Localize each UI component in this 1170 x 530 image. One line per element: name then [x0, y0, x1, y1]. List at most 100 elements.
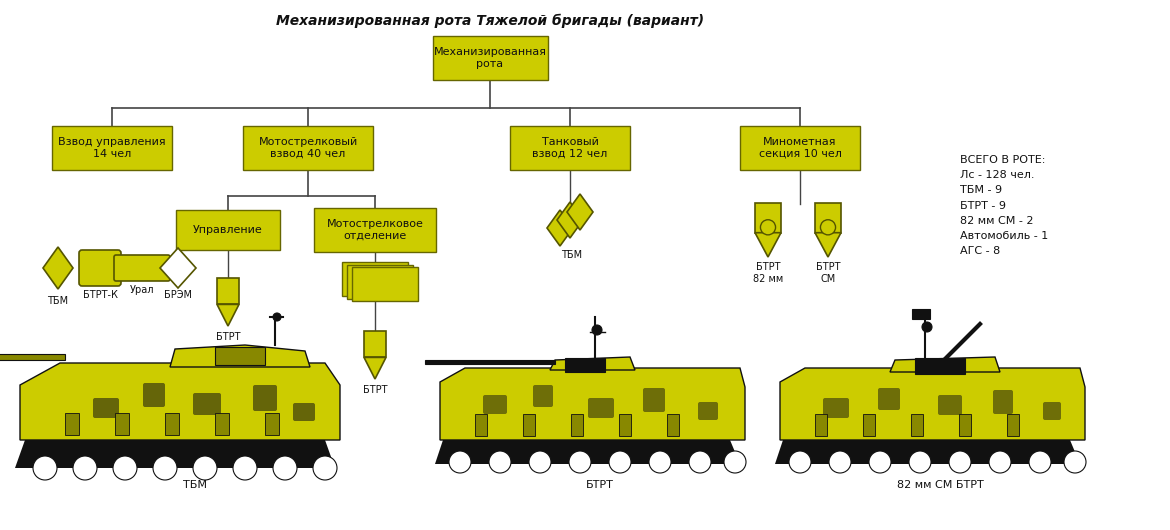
Polygon shape [567, 194, 593, 230]
Text: Урал: Урал [130, 285, 154, 295]
Circle shape [724, 451, 746, 473]
FancyBboxPatch shape [815, 414, 827, 436]
Circle shape [153, 456, 177, 480]
FancyBboxPatch shape [475, 414, 487, 436]
FancyBboxPatch shape [483, 395, 507, 414]
Circle shape [314, 456, 337, 480]
Polygon shape [815, 233, 841, 257]
FancyBboxPatch shape [993, 390, 1013, 414]
Circle shape [569, 451, 591, 473]
FancyBboxPatch shape [143, 383, 165, 407]
Circle shape [909, 451, 931, 473]
FancyBboxPatch shape [243, 126, 373, 170]
FancyBboxPatch shape [264, 413, 278, 435]
FancyBboxPatch shape [352, 267, 418, 301]
Circle shape [489, 451, 511, 473]
Circle shape [689, 451, 711, 473]
FancyBboxPatch shape [66, 413, 80, 435]
Text: 82 мм СМ БТРТ: 82 мм СМ БТРТ [896, 480, 983, 490]
FancyBboxPatch shape [215, 413, 229, 435]
FancyBboxPatch shape [115, 413, 129, 435]
Polygon shape [755, 233, 782, 257]
Text: Управление: Управление [193, 225, 263, 235]
Circle shape [273, 456, 297, 480]
Circle shape [830, 451, 851, 473]
FancyBboxPatch shape [565, 358, 605, 372]
Circle shape [273, 313, 281, 321]
FancyBboxPatch shape [589, 398, 614, 418]
FancyBboxPatch shape [176, 210, 280, 250]
Polygon shape [440, 368, 745, 440]
FancyBboxPatch shape [1007, 414, 1019, 436]
Circle shape [610, 451, 631, 473]
FancyBboxPatch shape [667, 414, 679, 436]
Polygon shape [435, 440, 739, 464]
Polygon shape [160, 248, 197, 288]
Text: БРЭМ: БРЭМ [164, 290, 192, 300]
Polygon shape [548, 210, 573, 246]
FancyBboxPatch shape [347, 264, 413, 298]
Circle shape [193, 456, 216, 480]
Text: Минометная
секция 10 чел: Минометная секция 10 чел [758, 137, 841, 159]
Text: Взвод управления
14 чел: Взвод управления 14 чел [58, 137, 166, 159]
FancyBboxPatch shape [253, 385, 277, 411]
FancyBboxPatch shape [193, 393, 221, 415]
FancyBboxPatch shape [619, 414, 631, 436]
Circle shape [820, 220, 835, 235]
Text: ТБМ: ТБМ [183, 480, 207, 490]
FancyBboxPatch shape [425, 360, 555, 364]
FancyBboxPatch shape [510, 126, 629, 170]
FancyBboxPatch shape [523, 414, 535, 436]
Polygon shape [170, 345, 310, 367]
Text: 82 мм: 82 мм [752, 274, 783, 284]
Polygon shape [890, 357, 1000, 372]
FancyBboxPatch shape [959, 414, 971, 436]
Circle shape [789, 451, 811, 473]
Circle shape [113, 456, 137, 480]
Polygon shape [43, 247, 73, 289]
Polygon shape [815, 203, 841, 233]
FancyBboxPatch shape [644, 388, 665, 412]
Polygon shape [20, 363, 340, 440]
FancyBboxPatch shape [292, 403, 315, 421]
Text: Механизированная
рота: Механизированная рота [434, 47, 546, 69]
FancyBboxPatch shape [878, 388, 900, 410]
Text: ВСЕГО В РОТЕ:
Лс - 128 чел.
ТБМ - 9
БТРТ - 9
82 мм СМ - 2
Автомобиль - 1
АГС - 8: ВСЕГО В РОТЕ: Лс - 128 чел. ТБМ - 9 БТРТ… [961, 155, 1048, 256]
FancyBboxPatch shape [911, 414, 923, 436]
Polygon shape [557, 202, 583, 238]
Text: ТБМ: ТБМ [562, 250, 583, 260]
Polygon shape [775, 440, 1080, 464]
Polygon shape [755, 203, 782, 233]
Text: Танковый
взвод 12 чел: Танковый взвод 12 чел [532, 137, 607, 159]
Polygon shape [780, 368, 1085, 440]
FancyBboxPatch shape [911, 309, 930, 319]
Polygon shape [550, 357, 635, 370]
FancyBboxPatch shape [534, 385, 553, 407]
Circle shape [760, 220, 776, 235]
Text: БТРТ: БТРТ [756, 262, 780, 272]
Polygon shape [364, 357, 386, 379]
FancyBboxPatch shape [698, 402, 718, 420]
Polygon shape [364, 331, 386, 357]
Polygon shape [216, 278, 239, 304]
Circle shape [1028, 451, 1051, 473]
Text: БТРТ: БТРТ [586, 480, 614, 490]
Circle shape [1064, 451, 1086, 473]
Circle shape [33, 456, 57, 480]
Text: Мотострелковый
взвод 40 чел: Мотострелковый взвод 40 чел [259, 137, 358, 159]
FancyBboxPatch shape [915, 358, 965, 374]
FancyBboxPatch shape [0, 354, 66, 360]
FancyBboxPatch shape [113, 255, 170, 281]
FancyBboxPatch shape [51, 126, 172, 170]
Polygon shape [216, 304, 239, 326]
FancyBboxPatch shape [314, 208, 436, 252]
Circle shape [233, 456, 257, 480]
FancyBboxPatch shape [92, 398, 119, 418]
FancyBboxPatch shape [342, 262, 408, 296]
FancyBboxPatch shape [823, 398, 849, 418]
Circle shape [449, 451, 472, 473]
Text: БТРТ: БТРТ [215, 332, 240, 342]
FancyBboxPatch shape [739, 126, 860, 170]
Polygon shape [15, 440, 335, 468]
FancyBboxPatch shape [938, 395, 962, 415]
